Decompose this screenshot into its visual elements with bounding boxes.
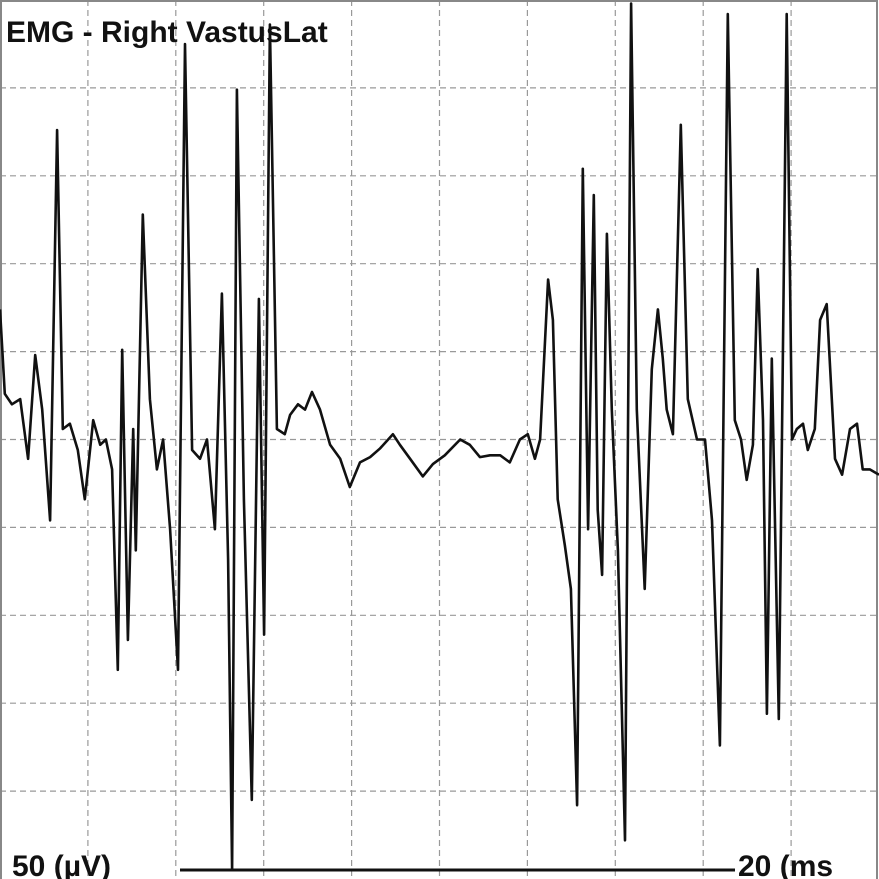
chart-title: EMG - Right VastusLat [6,16,328,49]
x-scale-label: 20 (ms [738,850,833,879]
y-scale-label: 50 (µV) [12,850,111,879]
